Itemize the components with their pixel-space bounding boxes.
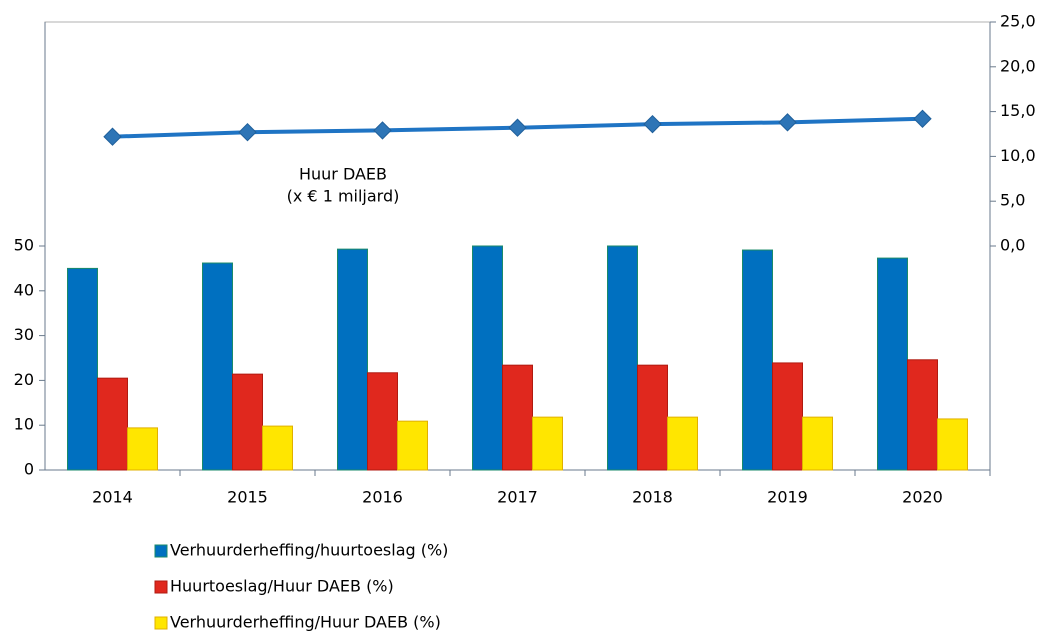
line-marker — [238, 123, 257, 142]
y-tick-label: 50 — [14, 236, 34, 255]
bar — [202, 262, 233, 471]
legend-swatch — [154, 580, 168, 594]
bar — [772, 362, 803, 471]
bar — [232, 373, 263, 471]
y-tick-label: 30 — [14, 325, 34, 344]
bar — [67, 267, 98, 471]
bar — [667, 416, 698, 471]
legend-label: Verhuurderheffing/Huur DAEB (%) — [170, 613, 441, 632]
bar — [937, 418, 968, 471]
y2-tick-label: 10,0 — [1000, 146, 1036, 165]
x-tick-label: 2016 — [362, 488, 403, 507]
line-marker — [103, 127, 122, 146]
line-marker — [913, 109, 932, 128]
bar — [637, 364, 668, 471]
y-tick-label: 10 — [14, 415, 34, 434]
line-marker — [373, 121, 392, 140]
y-tick-label: 0 — [24, 460, 34, 479]
bar — [877, 257, 908, 471]
legend-swatch — [154, 544, 168, 558]
annotation: (x € 1 miljard) — [287, 187, 400, 206]
y2-tick-label: 25,0 — [1000, 12, 1036, 31]
bar — [532, 416, 563, 471]
y2-tick-label: 15,0 — [1000, 101, 1036, 120]
bar — [262, 425, 293, 471]
bar — [742, 249, 773, 471]
bar — [607, 245, 638, 471]
y2-tick-label: 5,0 — [1000, 191, 1025, 210]
x-tick-label: 2017 — [497, 488, 538, 507]
x-tick-label: 2020 — [902, 488, 943, 507]
y-tick-label: 40 — [14, 280, 34, 299]
y-tick-label: 20 — [14, 370, 34, 389]
legend-swatch — [154, 616, 168, 630]
x-tick-label: 2019 — [767, 488, 808, 507]
bar — [472, 245, 503, 471]
x-tick-label: 2014 — [92, 488, 133, 507]
x-tick-label: 2015 — [227, 488, 268, 507]
legend-label: Huurtoeslag/Huur DAEB (%) — [170, 577, 394, 596]
line-marker — [508, 118, 527, 137]
x-tick-label: 2018 — [632, 488, 673, 507]
line-marker — [778, 113, 797, 132]
y2-tick-label: 20,0 — [1000, 56, 1036, 75]
bar — [367, 372, 398, 471]
bar — [802, 416, 833, 471]
bar — [502, 364, 533, 471]
bar — [97, 377, 128, 471]
line-marker — [643, 114, 662, 134]
annotation: Huur DAEB — [299, 165, 387, 184]
bar — [337, 248, 368, 471]
bar — [127, 427, 158, 471]
y2-tick-label: 0,0 — [1000, 236, 1025, 255]
legend-label: Verhuurderheffing/huurtoeslag (%) — [170, 541, 448, 560]
bar — [907, 359, 938, 471]
bar — [397, 420, 428, 471]
